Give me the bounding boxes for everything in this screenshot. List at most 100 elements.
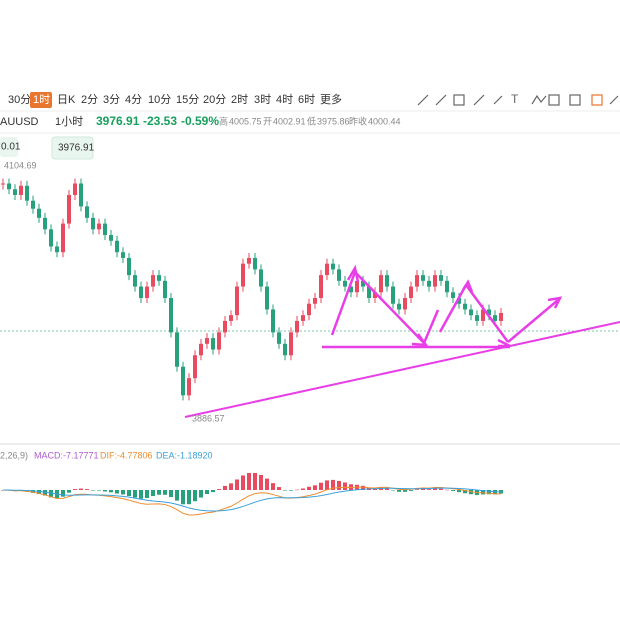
macd-bar bbox=[397, 490, 401, 492]
candle bbox=[277, 332, 281, 344]
macd-params: 2,26,9) bbox=[0, 450, 28, 460]
candle bbox=[73, 183, 77, 195]
arrow-heads bbox=[346, 264, 563, 348]
macd-bar bbox=[175, 490, 179, 501]
candle bbox=[145, 286, 149, 299]
macd-bar bbox=[421, 488, 425, 490]
candle bbox=[391, 286, 395, 304]
tool-icon bbox=[609, 95, 619, 105]
interval-tab[interactable]: 4时 bbox=[276, 93, 293, 106]
tool-icon bbox=[591, 94, 603, 106]
price-box bbox=[0, 137, 18, 157]
tool-icon bbox=[531, 94, 547, 105]
macd-bar bbox=[253, 472, 257, 490]
candle bbox=[31, 200, 35, 209]
interval-tab[interactable]: 4分 bbox=[125, 93, 142, 106]
tool-icon bbox=[569, 94, 581, 106]
dea-line bbox=[2, 487, 502, 512]
candle bbox=[373, 292, 377, 299]
macd-bar bbox=[325, 480, 329, 490]
candle bbox=[493, 315, 497, 321]
interval-tab[interactable]: 30分 bbox=[8, 93, 31, 106]
candle bbox=[289, 332, 293, 356]
macd-bar bbox=[157, 490, 161, 495]
candle bbox=[1, 183, 5, 185]
price-box-text: 3976.91 bbox=[58, 143, 95, 154]
interval-tab[interactable]: 10分 bbox=[148, 93, 171, 106]
macd-panel bbox=[1, 472, 503, 516]
candle bbox=[481, 309, 485, 321]
candle bbox=[499, 313, 503, 321]
macd-bar bbox=[49, 490, 53, 498]
macd-bar bbox=[193, 490, 197, 502]
candle bbox=[361, 280, 365, 287]
macd-bar bbox=[103, 490, 107, 492]
macd-bar bbox=[127, 490, 131, 497]
candle bbox=[265, 286, 269, 310]
tool-icon-text: T bbox=[511, 92, 519, 106]
candle bbox=[301, 315, 305, 321]
candle bbox=[127, 257, 131, 276]
macd-bar bbox=[331, 479, 335, 490]
candle bbox=[421, 275, 425, 281]
candle bbox=[337, 269, 341, 281]
tool-icon bbox=[417, 94, 429, 106]
interval-tab[interactable]: 3时 bbox=[254, 93, 271, 106]
candle bbox=[235, 286, 239, 316]
candle bbox=[151, 275, 155, 287]
macd-bar bbox=[229, 483, 233, 490]
macd-bar bbox=[361, 485, 365, 490]
drawings bbox=[184, 264, 620, 418]
macd-bar bbox=[451, 490, 455, 491]
candle bbox=[451, 292, 455, 299]
candle bbox=[91, 217, 95, 230]
candle bbox=[223, 320, 227, 333]
macd-bar bbox=[385, 488, 389, 490]
interval-tab[interactable]: 日K bbox=[57, 94, 76, 106]
candle bbox=[85, 206, 89, 218]
macd-label: MACD:-7.17771 bbox=[34, 450, 99, 460]
interval-tab[interactable]: 3分 bbox=[103, 93, 120, 106]
candle bbox=[379, 275, 383, 293]
macd-bar bbox=[199, 490, 203, 498]
label: 低 bbox=[307, 115, 316, 126]
tool-icon bbox=[473, 94, 485, 106]
price-box-text: 0.01 bbox=[1, 142, 21, 153]
macd-bar bbox=[295, 489, 299, 491]
candle bbox=[295, 320, 299, 333]
interval-tab[interactable]: 1时 bbox=[33, 93, 50, 106]
macd-bar bbox=[43, 490, 47, 496]
candle bbox=[199, 343, 203, 356]
last-price: 3976.91 bbox=[96, 114, 140, 128]
macd-bar bbox=[445, 489, 449, 491]
macd-bar bbox=[493, 490, 497, 495]
macd-bar bbox=[235, 479, 239, 490]
candle bbox=[169, 298, 173, 333]
macd-bar bbox=[115, 490, 119, 494]
symbol: AUUSD bbox=[0, 116, 39, 128]
candle bbox=[271, 309, 275, 333]
candle bbox=[349, 286, 353, 293]
macd-bar bbox=[343, 482, 347, 490]
macd-bar bbox=[301, 488, 305, 490]
macd-bar bbox=[271, 483, 275, 490]
macd-bar bbox=[307, 486, 311, 490]
interval-tab[interactable]: 更多 bbox=[320, 92, 342, 106]
interval-tab[interactable]: 2时 bbox=[231, 93, 248, 106]
interval-tab[interactable]: 20分 bbox=[203, 93, 226, 106]
macd-bar bbox=[457, 490, 461, 493]
interval-tab[interactable]: 15分 bbox=[176, 93, 199, 106]
macd-bar bbox=[259, 474, 263, 490]
macd-bar bbox=[277, 487, 281, 490]
macd-bar bbox=[283, 490, 287, 491]
high: 4005.75 bbox=[229, 116, 262, 126]
candle bbox=[445, 280, 449, 293]
candle bbox=[67, 194, 71, 224]
change-pct: -0.59% bbox=[181, 114, 219, 128]
candle bbox=[433, 275, 437, 287]
interval-tab[interactable]: 6时 bbox=[298, 93, 315, 106]
interval-tab[interactable]: 2分 bbox=[81, 93, 98, 106]
candle bbox=[97, 223, 101, 230]
macd-bar bbox=[145, 490, 149, 499]
candle bbox=[229, 315, 233, 321]
